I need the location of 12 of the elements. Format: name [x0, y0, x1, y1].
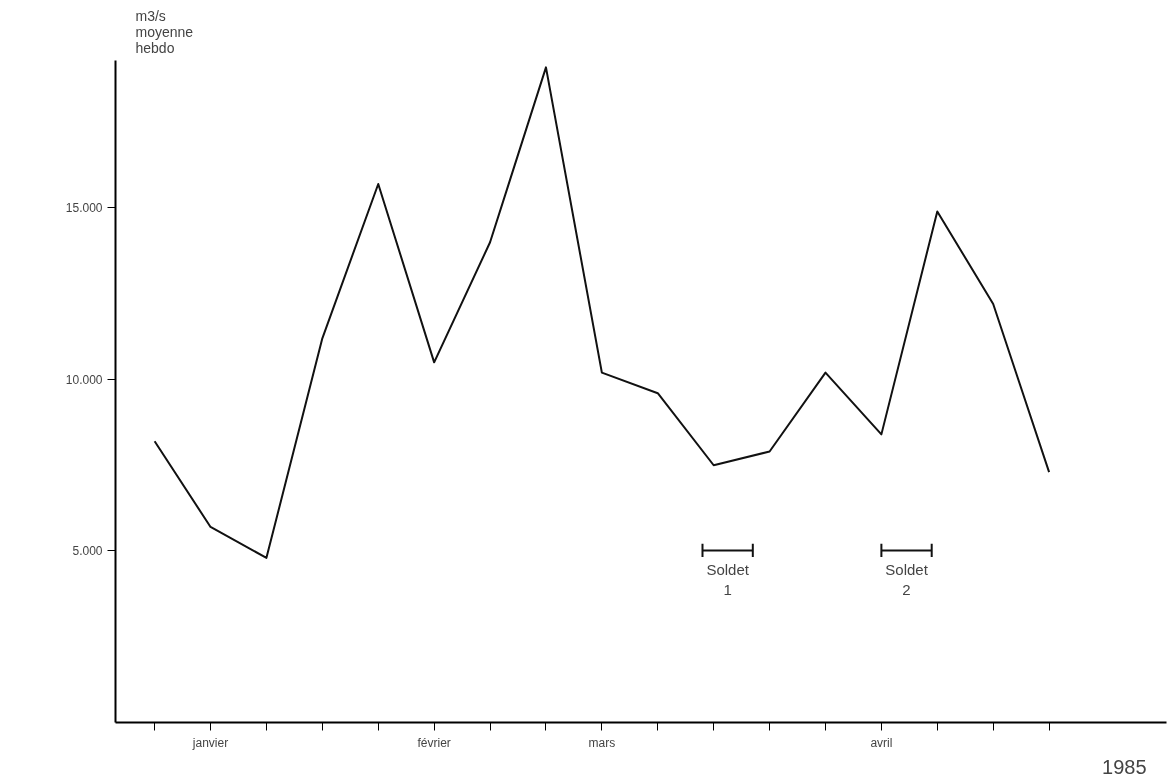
annotation: Soldet 1: [706, 561, 750, 599]
x-tick-label: février: [417, 735, 451, 750]
x-tick-label: avril: [870, 735, 893, 750]
line-series: [153, 66, 1051, 559]
y-tick-label: 5.000: [72, 544, 103, 559]
x-tick-label: janvier: [191, 735, 229, 750]
y-tick-label: 10.000: [65, 372, 103, 387]
y-axis-title: m3/s moyenne hebdo: [135, 7, 194, 56]
text: 1985: [1102, 755, 1147, 778]
x-tick-label: mars: [588, 735, 616, 750]
y-tick-label: 15.000: [65, 201, 103, 216]
annotation: Soldet 2: [885, 561, 929, 599]
